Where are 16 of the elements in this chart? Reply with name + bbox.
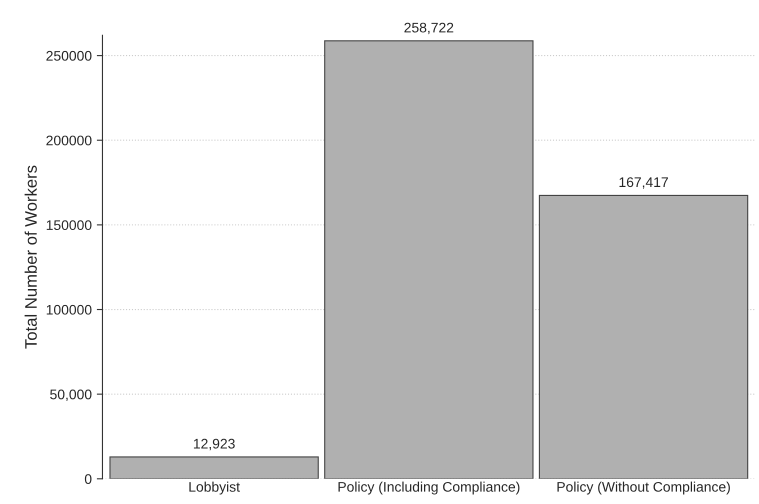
- data-label: 258,722: [404, 22, 454, 34]
- y-tick-label: 200000: [46, 136, 92, 146]
- x-tick-label: Policy (Including Compliance): [338, 482, 520, 495]
- bar: [538, 194, 748, 479]
- y-tick-label: 0: [84, 474, 92, 484]
- y-tick-label: 100000: [46, 304, 92, 315]
- x-tick-label: Lobbyist: [189, 482, 240, 495]
- bar: [109, 456, 319, 479]
- y-tick-label: 150000: [46, 220, 92, 230]
- y-tick-label: 250000: [46, 50, 92, 61]
- data-label: 12,923: [194, 438, 235, 450]
- bar: [324, 40, 534, 479]
- y-axis-title: Total Number of Workers: [24, 166, 37, 349]
- x-tick-label: Policy (Without Compliance): [557, 482, 730, 495]
- y-tick-label: 50,000: [50, 389, 92, 401]
- data-label: 167,417: [620, 177, 668, 189]
